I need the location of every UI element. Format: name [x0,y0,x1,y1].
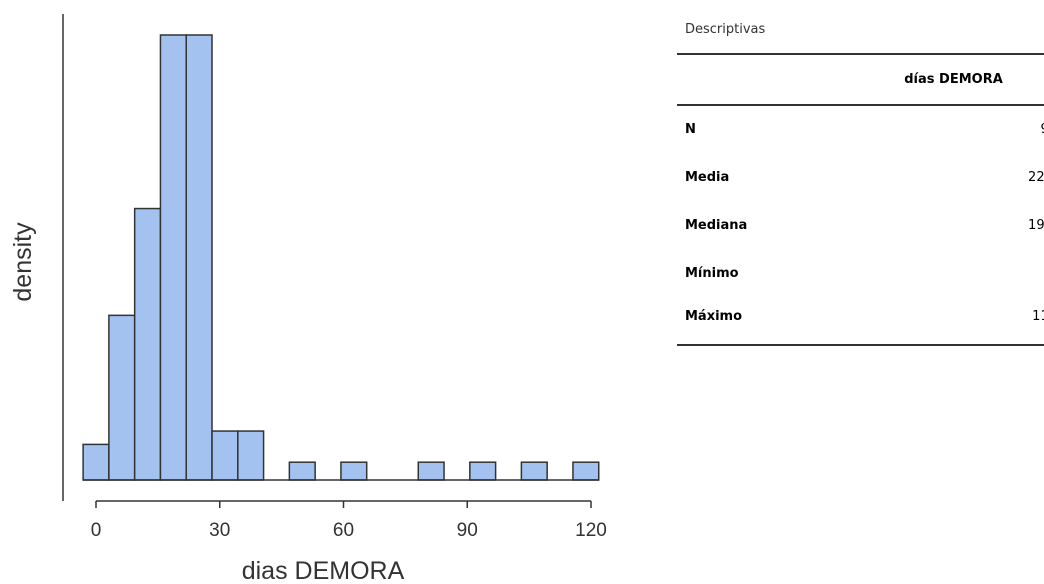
column-header: días DEMORA [904,72,1003,87]
histogram-bar [211,430,239,481]
x-axis-label: dias DEMORA [242,557,405,584]
histogram-bar [288,461,316,481]
row-value: 115 [1032,308,1044,324]
table-title: Descriptivas [685,22,766,37]
histogram-bar [108,314,136,481]
histogram-bar [572,461,600,481]
histogram-bar [159,34,187,481]
x-tick-label: 90 [457,520,478,541]
histogram-bar [82,443,110,481]
histogram-bars [82,34,600,481]
row-value: 92 [802,105,1044,153]
histogram-bar [133,207,162,481]
row-value: 3 [802,249,1044,297]
table-row: Media 22.5 [677,153,1044,201]
row-value: 22.5 [1028,169,1044,185]
row-label: Mínimo [685,265,739,281]
histogram-plot: 0 30 60 90 120 dias DEMORA density [9,14,607,584]
x-tick-label: 0 [91,520,102,541]
row-value: 19.0 [1028,217,1044,233]
row-label: N [685,122,696,137]
table-row: Mínimo 3 [677,249,1044,297]
row-label: Mediana [685,217,748,233]
x-tick-label: 120 [575,520,607,541]
table-row: Máximo 115 [677,297,1044,345]
row-label-header [677,54,802,105]
histogram-bar [417,461,445,481]
table-header-row: días DEMORA [677,54,1044,105]
histogram-bar [469,461,497,481]
row-label: Máximo [685,308,743,324]
x-tick-label: 60 [333,520,354,541]
y-axis-label: density [9,222,37,302]
row-label: Media [685,169,730,185]
table-row: Mediana 19.0 [677,201,1044,249]
histogram-bar [185,34,213,481]
histogram-bar [340,461,368,481]
x-tick-label: 30 [209,520,230,541]
table-row: N 92 [677,105,1044,153]
descriptives-table: días DEMORA N 92 Media 22.5 Mediana 19.0 Mínim… [677,53,1044,346]
histogram-bar [520,461,548,481]
descriptives-panel: Descriptivas días DEMORA N92Media22.5Med… [677,0,1044,584]
histogram-bar [237,430,265,481]
x-axis-ticks: 0 30 60 90 120 [91,501,607,541]
